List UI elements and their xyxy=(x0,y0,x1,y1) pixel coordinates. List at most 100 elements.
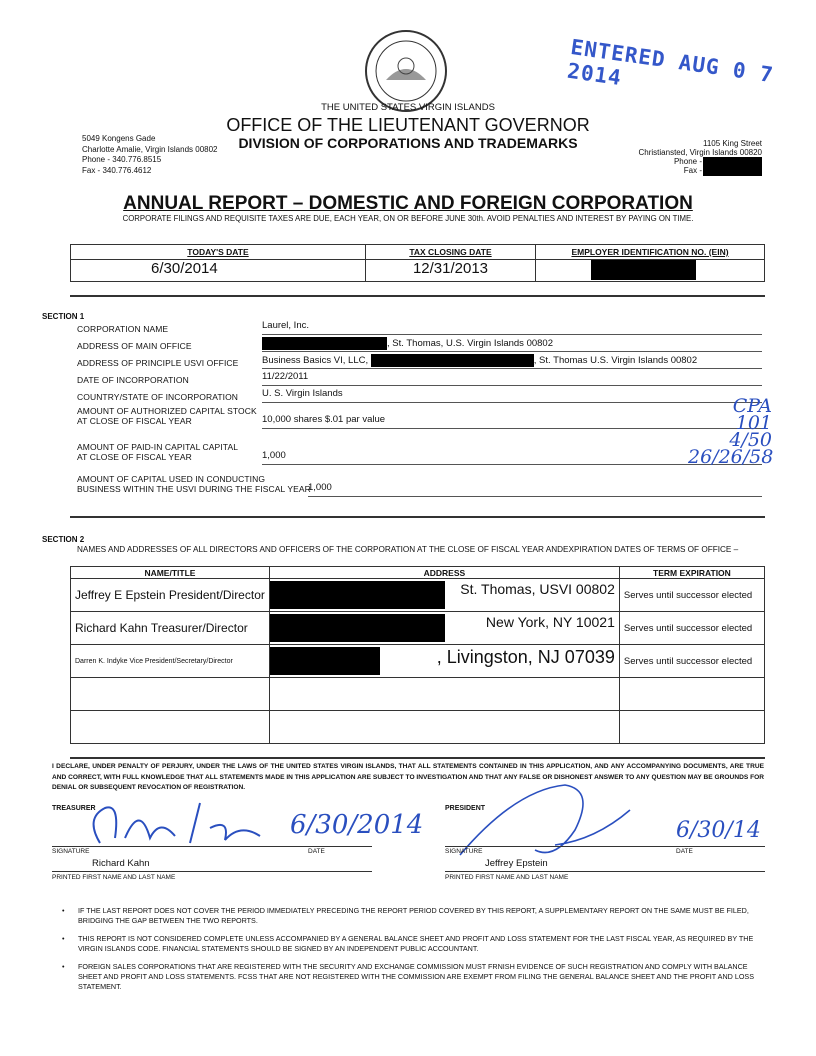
todays-date-value: 6/30/2014 xyxy=(71,259,365,277)
address-line: 1105 King Street xyxy=(702,139,762,148)
value-text: Laurel, Inc. xyxy=(262,320,309,331)
label-line: ADDRESS OF PRINCIPLE USVI OFFICE xyxy=(77,358,239,368)
address-line: Fax - xyxy=(683,166,702,175)
table-row: Jeffrey E Epstein President/Director St. … xyxy=(70,578,766,612)
redaction xyxy=(262,337,387,350)
label-line: AMOUNT OF CAPITAL USED IN CONDUCTING xyxy=(77,474,266,484)
address-line: Christiansted, Virgin Islands 00820 xyxy=(638,148,762,157)
section2-heading: SECTION 2 xyxy=(42,535,85,544)
col-address: ADDRESS xyxy=(268,566,620,579)
redaction xyxy=(370,354,534,367)
president-signature xyxy=(459,784,631,856)
dates-table: TODAY'S DATE 6/30/2014 TAX CLOSING DATE … xyxy=(70,244,765,282)
note: 26/26/58 xyxy=(688,446,774,468)
label-line: AT CLOSE OF FISCAL YEAR xyxy=(77,416,192,426)
treasurer-name: Richard Kahn xyxy=(92,858,150,869)
term-expiration: Serves until successor elected xyxy=(618,644,766,678)
address-line: Charlotte Amalie, Virgin Islands 00802 xyxy=(82,144,218,154)
officer-address xyxy=(268,710,620,744)
label-line: AMOUNT OF PAID-IN CAPITAL CAPITAL xyxy=(77,442,239,452)
value-text: , St. Thomas U.S. Virgin Islands 00802 xyxy=(533,355,698,367)
todays-date-label: TODAY'S DATE xyxy=(187,247,249,257)
name-line xyxy=(52,871,372,872)
president-label: PRESIDENT xyxy=(445,805,486,812)
handwritten-notes: CPA 101 4/50 26/26/58 xyxy=(688,395,774,468)
officer-name: Jeffrey E Epstein President/Director xyxy=(70,578,270,612)
address-text: New York, NY 10021 xyxy=(485,614,615,630)
value-text: U. S. Virgin Islands xyxy=(262,388,343,399)
address-line: Phone - 340.776.8515 xyxy=(82,155,162,164)
table-row xyxy=(70,677,766,711)
note: 101 xyxy=(735,412,772,434)
tax-closing-label: TAX CLOSING DATE xyxy=(409,247,492,257)
col-term: TERM EXPIRATION xyxy=(618,566,766,579)
treasurer-signature xyxy=(92,802,261,844)
officer-name xyxy=(70,710,270,744)
field-value: 1,000 xyxy=(262,450,762,465)
term-expiration xyxy=(618,710,766,744)
col-name: NAME/TITLE xyxy=(70,566,270,579)
field-value: 11/22/2011 xyxy=(262,371,762,386)
value-prefix: Business Basics VI, LLC, xyxy=(262,355,369,367)
name-line xyxy=(445,871,765,872)
president-date: 6/30/14 xyxy=(676,818,761,843)
label-line: AMOUNT OF AUTHORIZED CAPITAL STOCK xyxy=(77,406,257,416)
field-label: AMOUNT OF AUTHORIZED CAPITAL STOCK AT CLO… xyxy=(77,406,257,426)
address-line: 5049 Kongens Gade xyxy=(82,134,156,143)
field-label: AMOUNT OF PAID-IN CAPITAL CAPITAL AT CLOS… xyxy=(77,442,238,462)
value-text: , St. Thomas, U.S. Virgin Islands 00802 xyxy=(387,338,553,350)
name-label: PRINTED FIRST NAME AND LAST NAME xyxy=(52,874,176,881)
signature-label: SIGNATURE xyxy=(52,848,90,855)
table-row: Richard Kahn Treasurer/Director New York,… xyxy=(70,611,766,645)
table-row: Darren K. Indyke Vice President/Secretar… xyxy=(70,644,766,678)
label-line: ADDRESS OF MAIN OFFICE xyxy=(77,341,192,351)
value-text: 10,000 shares $.01 par value xyxy=(262,414,386,425)
officer-address xyxy=(268,677,620,711)
tax-closing-value: 12/31/2013 xyxy=(366,259,535,277)
field-value: 10,000 shares $.01 par value xyxy=(262,414,762,429)
divider xyxy=(70,295,765,297)
division-name: DIVISION OF CORPORATIONS AND TRADEMARKS xyxy=(238,135,578,151)
field-label: CORPORATION NAME xyxy=(77,324,168,334)
left-address: 5049 Kongens Gade Charlotte Amalie, Virg… xyxy=(82,134,218,176)
form-subtitle: CORPORATE FILINGS AND REQUISITE TAXES AR… xyxy=(122,214,694,223)
country-name: THE UNITED STATES VIRGIN ISLANDS xyxy=(321,102,495,113)
address-line: Phone - xyxy=(673,157,702,166)
field-label: ADDRESS OF PRINCIPLE USVI OFFICE xyxy=(77,358,238,368)
field-label: ADDRESS OF MAIN OFFICE xyxy=(77,341,192,351)
officer-name: Darren K. Indyke Vice President/Secretar… xyxy=(70,644,270,678)
redaction xyxy=(591,260,696,280)
date-label: DATE xyxy=(308,848,325,855)
note: CPA xyxy=(732,395,772,417)
field-value: Laurel, Inc. xyxy=(262,320,762,335)
note-item: THIS REPORT IS NOT CONSIDERED COMPLETE U… xyxy=(62,934,767,954)
officers-table: NAME/TITLE ADDRESS TERM EXPIRATION Jeffrey… xyxy=(70,566,766,744)
treasurer-label: TREASURER xyxy=(52,805,96,812)
label-line: COUNTRY/STATE OF INCORPORATION xyxy=(77,392,239,402)
value-text: 11/22/2011 xyxy=(262,371,309,382)
table-row xyxy=(70,710,766,744)
address-text: , Livingston, NJ 07039 xyxy=(436,647,615,667)
officer-address: St. Thomas, USVI 00802 xyxy=(268,578,620,612)
office-name: OFFICE OF THE LIEUTENANT GOVERNOR xyxy=(226,115,590,135)
redaction xyxy=(703,157,762,176)
field-value: , St. Thomas, U.S. Virgin Islands 00802 xyxy=(262,337,762,352)
form-title: ANNUAL REPORT – DOMESTIC AND FOREIGN COR… xyxy=(123,193,693,214)
value-text: 1,000 xyxy=(262,450,286,461)
treasurer-date: 6/30/2014 xyxy=(290,810,424,840)
address-text: St. Thomas, USVI 00802 xyxy=(460,581,615,597)
redaction xyxy=(269,614,445,642)
name-label: PRINTED FIRST NAME AND LAST NAME xyxy=(445,874,569,881)
label-line: DATE OF INCORPORATION xyxy=(77,375,189,385)
label-line: CORPORATION NAME xyxy=(77,324,169,334)
date-label: DATE xyxy=(676,848,693,855)
officer-name xyxy=(70,677,270,711)
field-value: Business Basics VI, LLC, , St. Thomas U.… xyxy=(262,354,762,369)
declaration: I DECLARE, UNDER PENALTY OF PERJURY, UND… xyxy=(52,763,764,791)
signature-line xyxy=(52,846,372,847)
redaction xyxy=(269,647,380,675)
section2-description: NAMES AND ADDRESSES OF ALL DIRECTORS AND… xyxy=(77,545,739,554)
divider xyxy=(70,516,765,518)
label-line: AT CLOSE OF FISCAL YEAR xyxy=(77,452,192,462)
note-item: IF THE LAST REPORT DOES NOT COVER THE PE… xyxy=(62,906,767,926)
